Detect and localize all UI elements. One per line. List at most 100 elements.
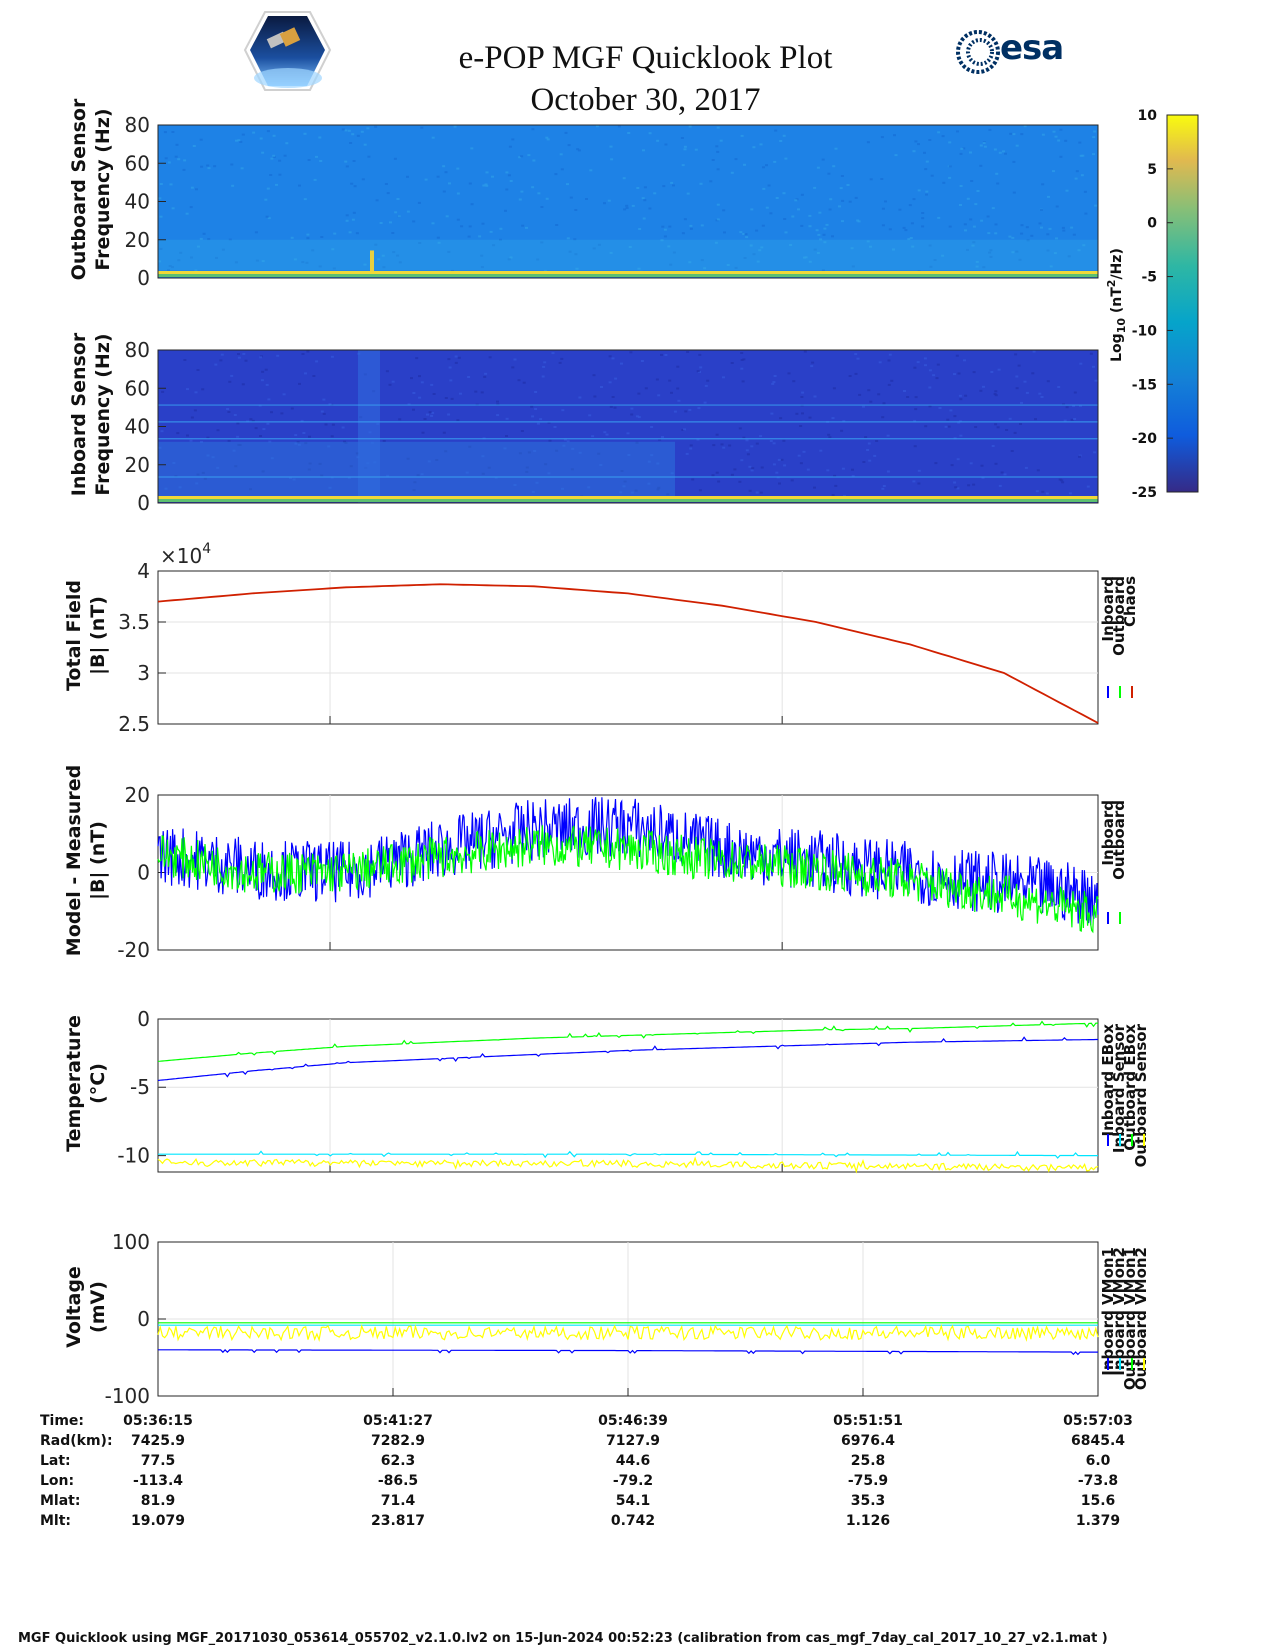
series-line-inboard-sensor <box>158 1150 1098 1159</box>
spectrogram-texture <box>520 190 524 193</box>
spectrogram-texture <box>211 456 215 459</box>
spectrogram-texture <box>1070 418 1074 421</box>
spectrogram-texture <box>925 193 928 196</box>
spectrogram-texture <box>163 131 167 134</box>
spectrogram-texture <box>986 215 990 218</box>
spectrogram-texture <box>996 426 1000 429</box>
epop-logo <box>243 11 332 91</box>
spectrogram-texture <box>297 443 301 446</box>
spectrogram-texture <box>319 160 323 162</box>
ephemeris-cell: 05:51:51 <box>833 1413 903 1429</box>
spectrogram-texture <box>480 254 484 257</box>
spectrogram-texture <box>293 258 297 261</box>
spectrogram-texture <box>459 392 462 395</box>
spectrogram-texture <box>851 475 855 478</box>
spectrogram-texture <box>677 399 681 402</box>
spectrogram-texture <box>620 470 624 472</box>
spectrogram-texture <box>530 405 534 408</box>
spectrogram-texture <box>603 202 606 205</box>
spectrogram-texture <box>534 391 538 393</box>
spectrogram-texture <box>834 484 838 487</box>
spectrogram-texture <box>312 375 316 377</box>
spectrogram-texture <box>385 370 389 373</box>
spectrogram-texture <box>480 266 484 269</box>
spectrogram-texture <box>1038 222 1042 225</box>
colorbar-label: Log10 (nT2/Hz) <box>1105 248 1128 362</box>
spectrogram-texture <box>627 454 631 456</box>
spectrogram-texture <box>167 161 171 164</box>
spectrogram-texture <box>394 211 398 214</box>
spectrogram-texture <box>605 433 609 436</box>
spectrogram-texture <box>867 389 871 392</box>
spectrogram-texture <box>832 387 836 390</box>
spectrogram-texture <box>231 184 235 187</box>
spectrogram-texture <box>963 359 966 362</box>
spectrogram-texture <box>522 381 526 384</box>
spectrogram-texture <box>194 391 198 394</box>
spectrogram-texture <box>175 143 179 146</box>
spectrogram-texture <box>525 466 529 469</box>
y-tick-label: 0 <box>137 861 150 885</box>
y-tick-label: 80 <box>125 338 150 362</box>
spectrogram-texture <box>630 413 634 416</box>
spectrogram-texture <box>680 137 684 139</box>
spectrogram-texture <box>912 150 916 153</box>
spectrogram-texture <box>635 415 639 418</box>
spectrogram-texture <box>1000 471 1004 474</box>
spectrogram-texture <box>360 130 364 133</box>
spectrogram-texture <box>691 478 695 481</box>
spectrogram-texture <box>703 401 707 404</box>
spectrogram-texture <box>159 215 163 218</box>
spectrogram-texture <box>613 406 617 409</box>
spectrogram-texture <box>1030 234 1034 237</box>
spectrogram-texture <box>1086 485 1090 488</box>
spectrogram-texture <box>499 227 503 230</box>
spectrogram-texture <box>775 197 779 199</box>
spectrogram-texture <box>320 474 324 477</box>
spectrogram-texture <box>748 489 752 492</box>
spectrogram-texture <box>686 351 690 353</box>
spectrogram-texture <box>597 243 601 246</box>
spectrogram-texture <box>750 445 754 448</box>
spectrogram-texture <box>289 477 292 479</box>
spectrogram-texture <box>1053 252 1057 255</box>
spectrogram-texture <box>868 459 872 462</box>
spectrogram-texture <box>1061 481 1065 484</box>
spectrogram-texture <box>947 425 951 428</box>
spectrogram-texture <box>743 163 746 166</box>
spectrogram-texture <box>537 192 541 195</box>
spectrogram-texture <box>1046 249 1050 252</box>
spectrogram-texture <box>981 476 985 479</box>
spectrogram-texture <box>507 258 511 261</box>
spectrogram-texture <box>928 369 932 372</box>
spectrogram-texture <box>1065 189 1069 192</box>
spectrogram-texture <box>1079 362 1083 365</box>
spectrogram-texture <box>201 471 205 474</box>
spectrogram-texture <box>948 165 952 168</box>
y-axis-label: Temperature (°C) <box>63 1015 109 1152</box>
spectrogram-texture <box>648 207 652 210</box>
spectrogram-texture <box>169 183 173 186</box>
spectrogram-texture <box>1092 136 1096 139</box>
spectrogram-texture <box>914 408 918 411</box>
spectrogram-texture <box>739 231 743 234</box>
spectrogram-texture <box>588 414 592 417</box>
spectrogram-texture <box>627 132 631 134</box>
spectrogram-texture <box>928 244 932 247</box>
spectrogram-texture <box>607 199 611 202</box>
spectrogram-texture <box>987 232 991 235</box>
spectrogram-texture <box>664 354 668 356</box>
spectrogram-texture <box>318 265 322 268</box>
spectrogram-texture <box>703 267 707 270</box>
spectrogram-texture <box>880 136 884 139</box>
spectrogram-texture <box>730 473 734 476</box>
spectrogram-texture <box>564 131 568 134</box>
spectrogram-texture <box>266 422 270 425</box>
spectrogram-texture <box>974 203 978 206</box>
spectrogram-texture <box>742 233 746 235</box>
spectrogram-texture <box>813 186 817 189</box>
spectrogram-texture <box>158 197 162 200</box>
spectrogram-texture <box>254 427 258 430</box>
spectrogram-texture <box>818 211 822 214</box>
spectrogram-texture <box>239 140 243 143</box>
